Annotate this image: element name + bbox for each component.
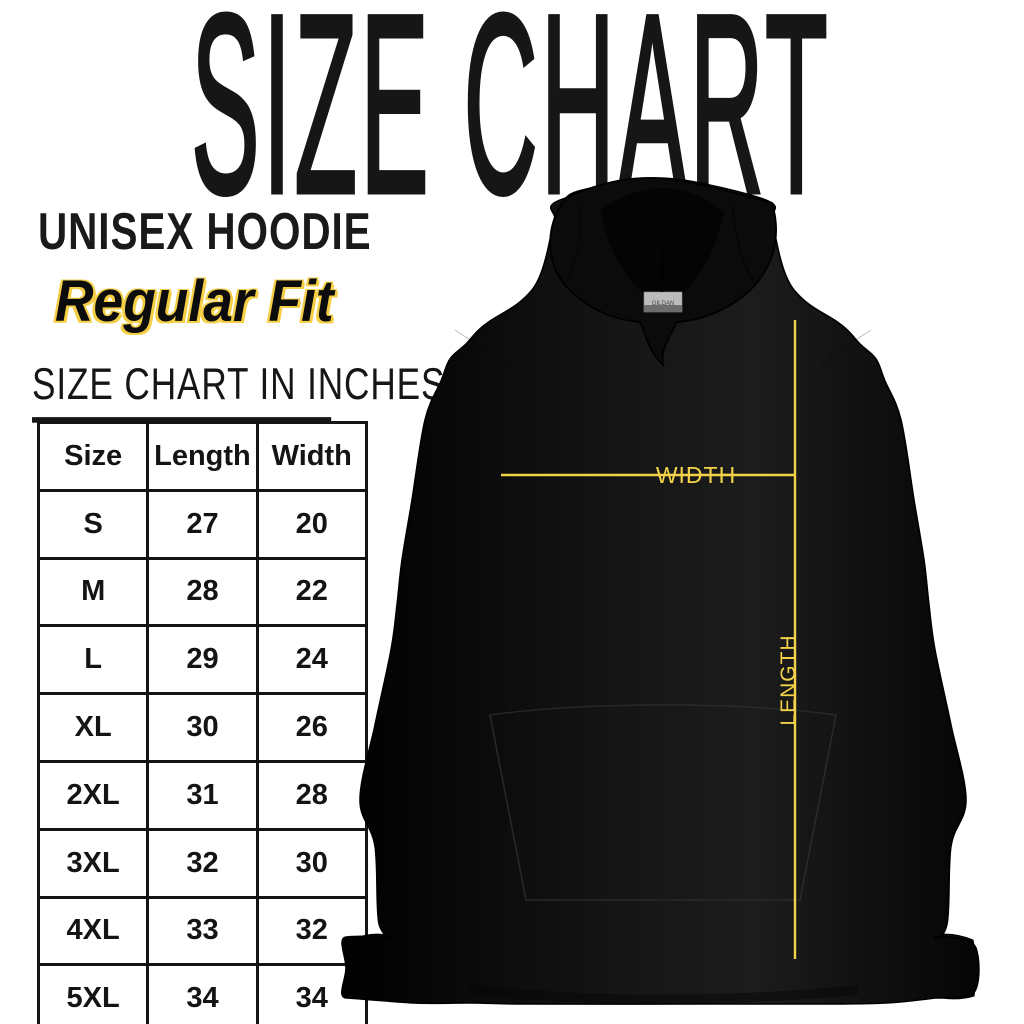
svg-text:LENGTH: LENGTH xyxy=(777,634,800,725)
svg-text:GILDAN: GILDAN xyxy=(652,301,674,307)
svg-text:WIDTH: WIDTH xyxy=(656,462,736,488)
